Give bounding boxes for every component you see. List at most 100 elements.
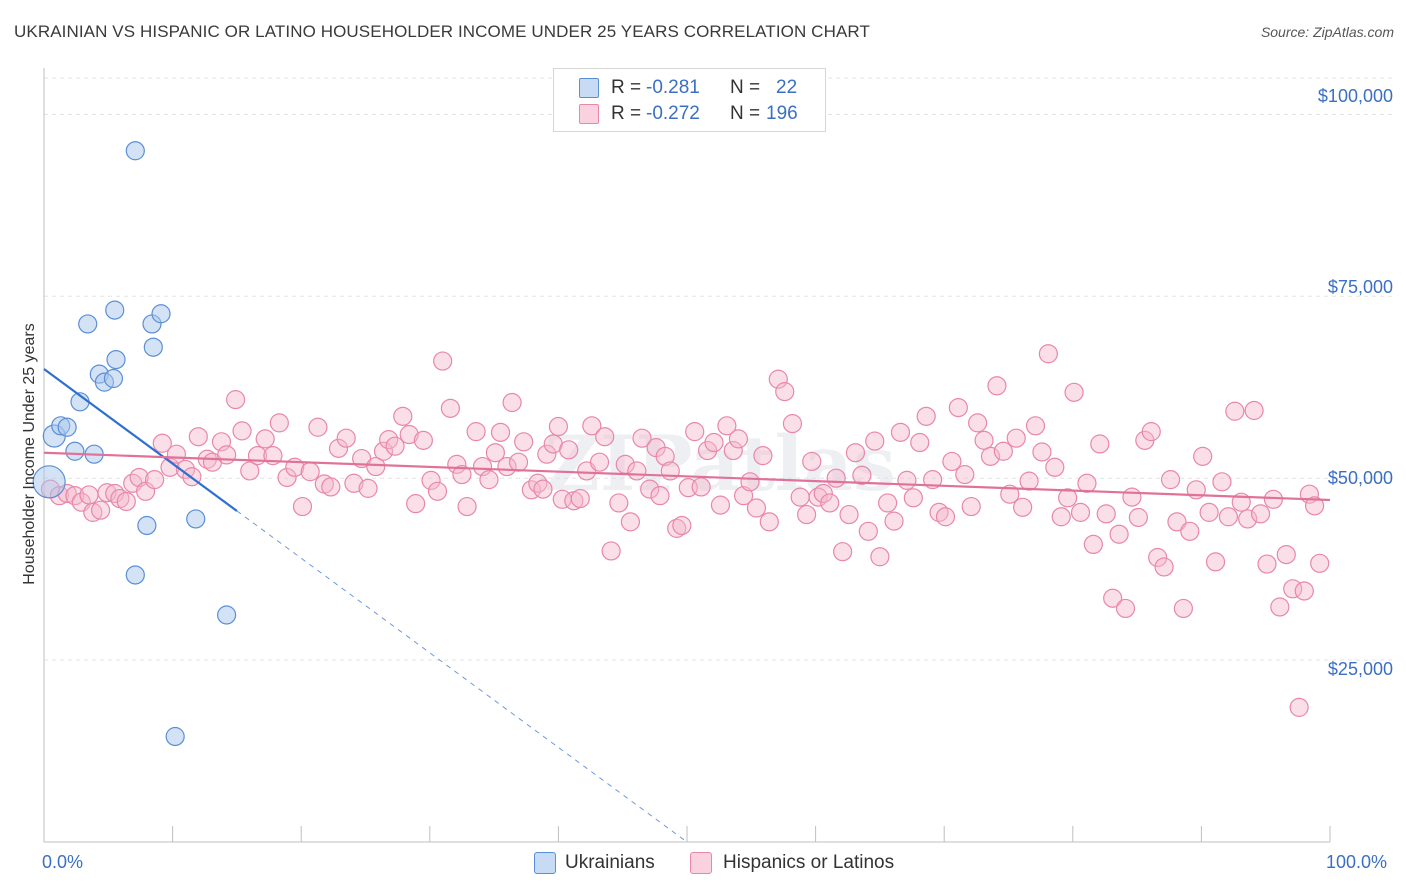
hispanic-point bbox=[1199, 502, 1219, 522]
hispanic-point bbox=[83, 502, 103, 522]
ukrainian-trend-extension bbox=[236, 510, 688, 843]
ukrainian-point bbox=[65, 441, 85, 461]
hispanic-point bbox=[406, 494, 426, 514]
hispanic-point bbox=[1212, 472, 1232, 492]
hispanic-point bbox=[1038, 344, 1058, 364]
hispanic-point bbox=[358, 478, 378, 498]
hispanic-point bbox=[980, 446, 1001, 466]
hispanic-point bbox=[90, 500, 111, 520]
hispanic-point bbox=[1045, 457, 1065, 477]
hispanic-point bbox=[1238, 509, 1258, 529]
hispanic-point bbox=[808, 487, 828, 507]
hispanic-point bbox=[1096, 504, 1116, 524]
hispanic-point bbox=[1064, 382, 1084, 402]
hispanic-point bbox=[1160, 470, 1181, 490]
hispanic-point bbox=[753, 446, 773, 466]
hispanic-point bbox=[457, 496, 477, 517]
hispanic-point bbox=[508, 452, 529, 472]
ukrainian-point bbox=[78, 314, 98, 334]
hispanic-point bbox=[1205, 552, 1226, 572]
hispanic-point bbox=[813, 483, 833, 504]
legend-swatch-hispanics bbox=[690, 852, 712, 874]
hispanic-point bbox=[768, 369, 788, 389]
hispanic-point bbox=[466, 422, 486, 442]
hispanic-point bbox=[1225, 401, 1245, 421]
ukrainian-points bbox=[32, 141, 237, 747]
hispanic-point bbox=[878, 493, 898, 513]
hispanic-point bbox=[697, 440, 718, 461]
hispanic-point bbox=[1032, 442, 1052, 462]
hispanic-point bbox=[433, 351, 453, 371]
hispanic-point bbox=[620, 512, 641, 532]
hispanic-point bbox=[277, 467, 297, 488]
legend-swatch-ukrainians bbox=[579, 78, 599, 98]
n-label: N = bbox=[730, 103, 761, 124]
y-tick-100000: $100,000 bbox=[1317, 86, 1393, 106]
hispanic-point bbox=[226, 390, 246, 410]
hispanic-point bbox=[582, 416, 602, 436]
hispanic-point bbox=[746, 498, 767, 518]
hispanic-point bbox=[308, 417, 328, 437]
hispanic-point bbox=[255, 429, 275, 449]
hispanic-point bbox=[640, 479, 660, 499]
hispanic-point bbox=[775, 382, 795, 402]
y-tick-75000: $75,000 bbox=[1327, 277, 1393, 297]
hispanic-point bbox=[1077, 473, 1097, 493]
hispanic-trend-line bbox=[43, 451, 1331, 502]
hispanic-point bbox=[660, 461, 680, 481]
hispanic-point bbox=[903, 488, 923, 508]
ukrainian-point bbox=[151, 304, 171, 324]
hispanic-point bbox=[570, 488, 590, 509]
n-value: 196 bbox=[766, 103, 798, 124]
hispanic-point bbox=[1058, 488, 1078, 508]
hispanic-point bbox=[452, 464, 472, 485]
hispanic-point bbox=[595, 427, 615, 447]
hispanic-point bbox=[704, 432, 724, 453]
ukrainian-point bbox=[186, 509, 206, 529]
legend-swatch-ukrainians bbox=[534, 852, 556, 874]
hispanic-point bbox=[1115, 598, 1136, 619]
hispanic-point bbox=[870, 547, 890, 567]
hispanic-point bbox=[440, 398, 460, 418]
hispanic-point bbox=[399, 424, 419, 445]
hispanic-point bbox=[1310, 553, 1330, 573]
hispanic-point bbox=[1141, 422, 1161, 442]
hispanic-point bbox=[1283, 579, 1303, 599]
hispanic-point bbox=[1289, 697, 1309, 717]
watermark: ZIPatlas bbox=[544, 419, 895, 508]
stats-legend: R = -0.281 N = 22 R = -0.272 N = 196 bbox=[553, 68, 826, 132]
hispanic-point bbox=[1218, 507, 1239, 527]
hispanic-point bbox=[968, 413, 988, 433]
n-value: 22 bbox=[776, 77, 798, 98]
ukrainian-point bbox=[106, 349, 126, 370]
hispanic-point bbox=[175, 459, 196, 480]
ukrainian-point bbox=[105, 300, 125, 320]
hispanic-point bbox=[292, 496, 313, 517]
n-label: N = bbox=[730, 77, 761, 98]
legend-label-hispanics: Hispanics or Latinos bbox=[723, 852, 895, 873]
hispanic-point bbox=[1083, 534, 1103, 555]
hispanic-point bbox=[548, 416, 569, 437]
hispanic-point bbox=[1070, 502, 1091, 522]
hispanic-point bbox=[490, 422, 511, 442]
hispanic-point bbox=[916, 406, 936, 426]
y-tick-25000: $25,000 bbox=[1327, 659, 1393, 679]
r-value: -0.281 bbox=[646, 77, 700, 98]
hispanic-point bbox=[502, 392, 522, 413]
hispanic-point bbox=[393, 406, 413, 426]
hispanic-point bbox=[728, 429, 749, 449]
hispanic-point bbox=[269, 413, 289, 433]
hispanic-point bbox=[413, 430, 433, 450]
r-label: R = bbox=[611, 103, 642, 124]
hispanic-point bbox=[79, 485, 99, 505]
hispanic-point bbox=[1148, 547, 1168, 568]
hispanic-point bbox=[710, 495, 731, 515]
hispanic-point bbox=[1180, 521, 1200, 541]
legend-swatch-hispanics bbox=[579, 104, 599, 124]
hispanic-point bbox=[1000, 484, 1020, 504]
hispanic-point bbox=[897, 470, 917, 490]
trend-lines bbox=[43, 368, 1331, 843]
hispanic-point bbox=[974, 430, 994, 450]
hispanic-point bbox=[796, 504, 817, 525]
hispanic-point bbox=[858, 521, 878, 541]
